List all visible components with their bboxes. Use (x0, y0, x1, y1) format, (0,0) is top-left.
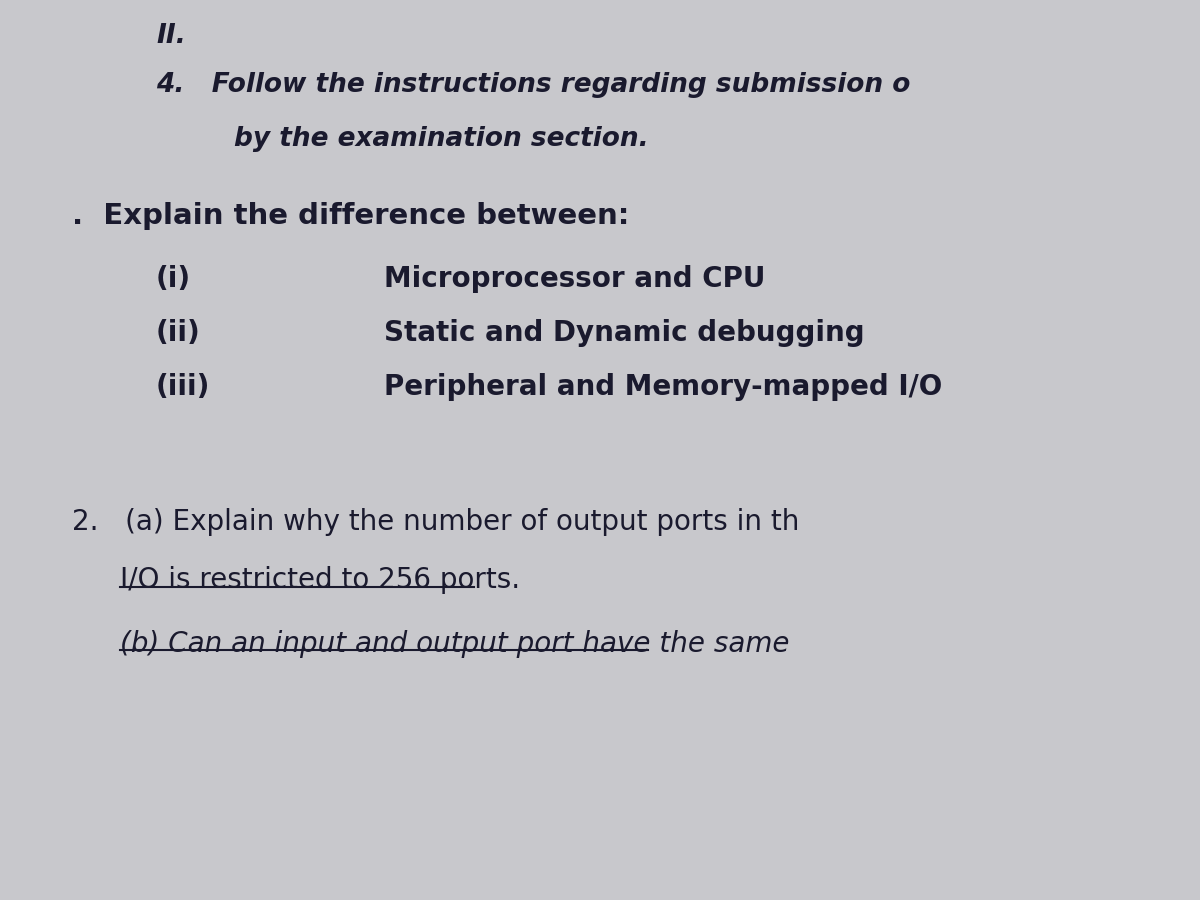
Text: (iii): (iii) (156, 373, 210, 401)
Text: (b) Can an input and output port have the same: (b) Can an input and output port have th… (120, 629, 790, 658)
Text: by the examination section.: by the examination section. (234, 127, 649, 152)
Text: (ii): (ii) (156, 319, 200, 347)
Text: Microprocessor and CPU: Microprocessor and CPU (384, 265, 766, 293)
Text: .  Explain the difference between:: . Explain the difference between: (72, 202, 629, 230)
Text: I/O is restricted to 256 ports.: I/O is restricted to 256 ports. (120, 566, 520, 595)
Text: 4.   Follow the instructions regarding submission o: 4. Follow the instructions regarding sub… (156, 73, 911, 98)
Text: Static and Dynamic debugging: Static and Dynamic debugging (384, 319, 865, 347)
Text: Peripheral and Memory-mapped I/O: Peripheral and Memory-mapped I/O (384, 373, 942, 401)
Text: II.: II. (156, 23, 186, 49)
Text: (i): (i) (156, 265, 191, 293)
Text: 2.   (a) Explain why the number of output ports in th: 2. (a) Explain why the number of output … (72, 508, 799, 536)
